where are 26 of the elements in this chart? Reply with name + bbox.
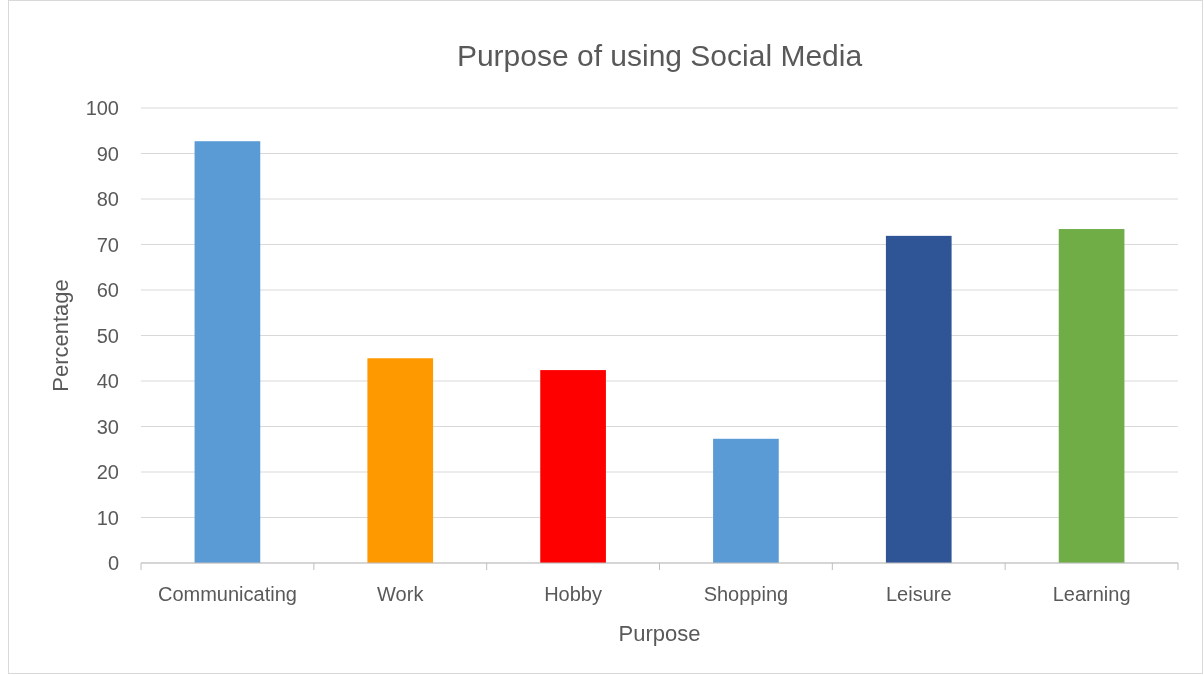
y-axis-title: Percentage <box>48 279 73 392</box>
x-axis-title: Purpose <box>618 621 701 646</box>
bar <box>540 370 606 563</box>
y-tick-label: 70 <box>96 233 119 256</box>
x-tick-label: Shopping <box>703 583 789 605</box>
x-tick-label: Learning <box>1052 583 1131 605</box>
chart-title: Purpose of using Social Media <box>456 39 863 72</box>
bar <box>885 235 952 563</box>
y-tick-label: 80 <box>96 188 119 210</box>
x-tick-label: Work <box>377 583 425 605</box>
y-tick-label: 20 <box>96 461 119 483</box>
y-tick-label: 60 <box>96 279 119 301</box>
y-tick-label: 90 <box>96 142 119 165</box>
bar <box>1058 229 1125 563</box>
x-tick-label: Communicating <box>157 583 297 605</box>
x-tick-label: Leisure <box>885 583 952 605</box>
y-tick-label: 10 <box>96 506 119 529</box>
bar <box>367 358 434 563</box>
y-tick-label: 100 <box>85 97 119 119</box>
y-tick-label: 30 <box>96 415 119 438</box>
bar <box>713 438 779 563</box>
y-tick-label: 0 <box>107 552 119 574</box>
bar <box>194 141 261 563</box>
y-tick-label: 50 <box>96 324 119 347</box>
x-tick-label: Hobby <box>544 583 602 605</box>
y-tick-label: 40 <box>96 370 119 392</box>
